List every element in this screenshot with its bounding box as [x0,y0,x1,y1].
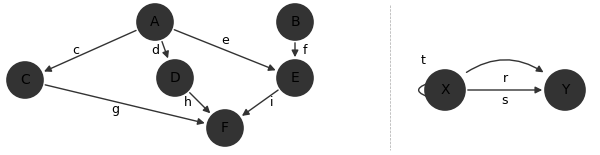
Text: D: D [170,71,181,85]
Text: r: r [502,71,508,84]
Circle shape [207,110,243,146]
Text: d: d [151,44,159,57]
Text: c: c [73,44,79,58]
Circle shape [7,62,43,98]
Text: i: i [270,97,274,109]
Text: Y: Y [561,83,569,97]
Text: s: s [502,93,508,106]
Circle shape [425,70,465,110]
Circle shape [137,4,173,40]
FancyArrowPatch shape [419,80,439,101]
Text: g: g [111,102,119,115]
Text: A: A [150,15,160,29]
Text: h: h [184,97,192,109]
Text: F: F [221,121,229,135]
Text: E: E [290,71,299,85]
Text: t: t [421,53,425,66]
Text: e: e [221,33,229,46]
Text: C: C [20,73,30,87]
Circle shape [545,70,585,110]
Circle shape [277,4,313,40]
Text: X: X [440,83,450,97]
Circle shape [157,60,193,96]
FancyArrowPatch shape [466,60,542,72]
Text: f: f [303,44,307,57]
Circle shape [277,60,313,96]
Text: B: B [290,15,300,29]
